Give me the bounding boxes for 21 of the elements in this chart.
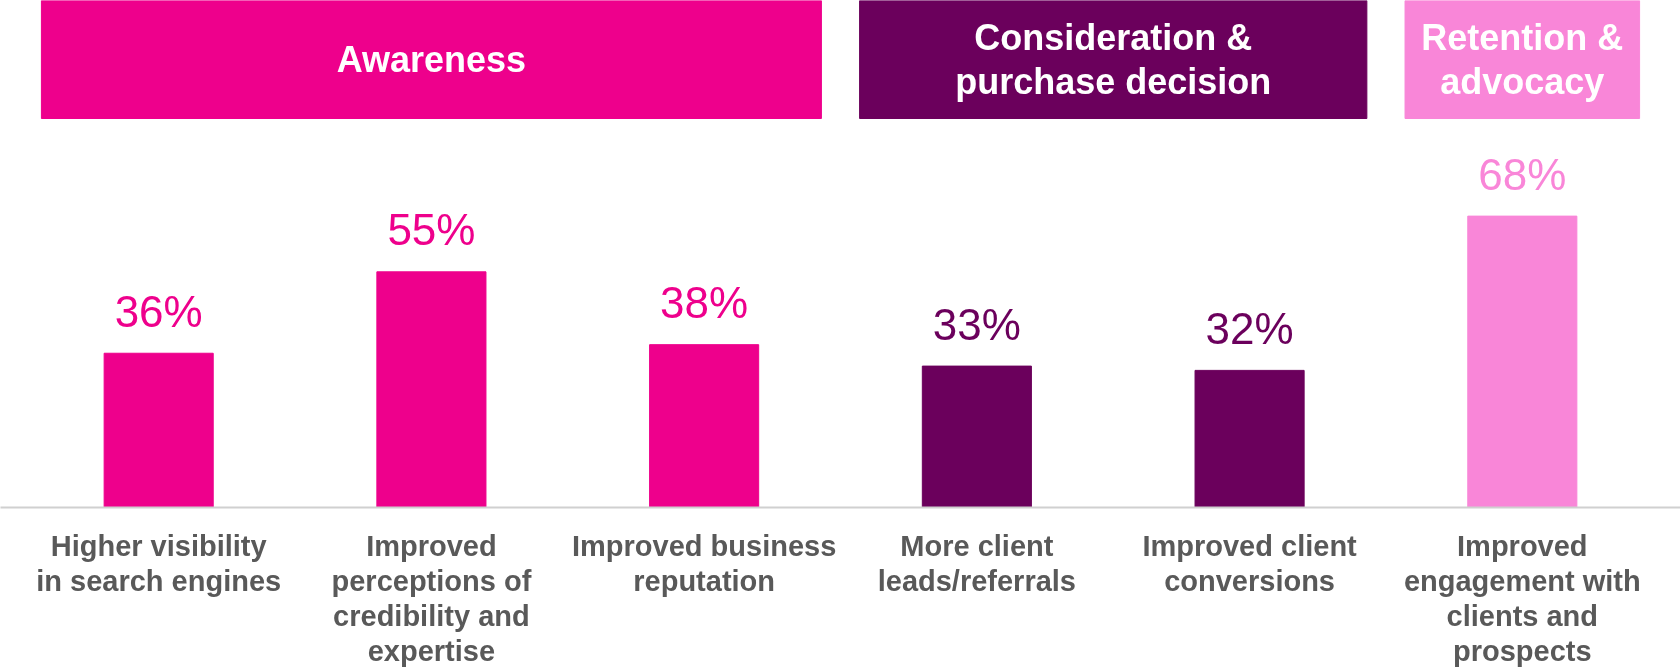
text: Consideration & purchase decision xyxy=(955,17,1272,102)
bar xyxy=(649,344,760,508)
x-tick-label: Improved engagement with clients and prospects xyxy=(1403,529,1641,668)
x-tick-label: Improved business reputation xyxy=(571,529,837,597)
x-tick-label: Improved client conversions xyxy=(1142,529,1358,597)
data-label: 55% xyxy=(387,205,476,255)
data-label: 38% xyxy=(660,278,749,328)
bar xyxy=(1467,215,1578,508)
bar xyxy=(103,352,214,508)
bar xyxy=(921,365,1032,508)
x-tick-label: Higher visibility in search engines xyxy=(36,529,282,597)
data-label: 32% xyxy=(1205,303,1294,353)
data-label: 33% xyxy=(932,299,1021,349)
data-label: 36% xyxy=(114,286,203,336)
x-tick-label: Improved perceptions of credibility and expertise xyxy=(331,529,532,668)
text: Retention & advocacy xyxy=(1421,17,1624,102)
bar xyxy=(376,271,487,508)
data-label: 68% xyxy=(1478,149,1567,199)
bar xyxy=(1194,369,1305,508)
x-tick-label: More client leads/referrals xyxy=(877,529,1077,597)
text: Awareness xyxy=(336,39,527,80)
